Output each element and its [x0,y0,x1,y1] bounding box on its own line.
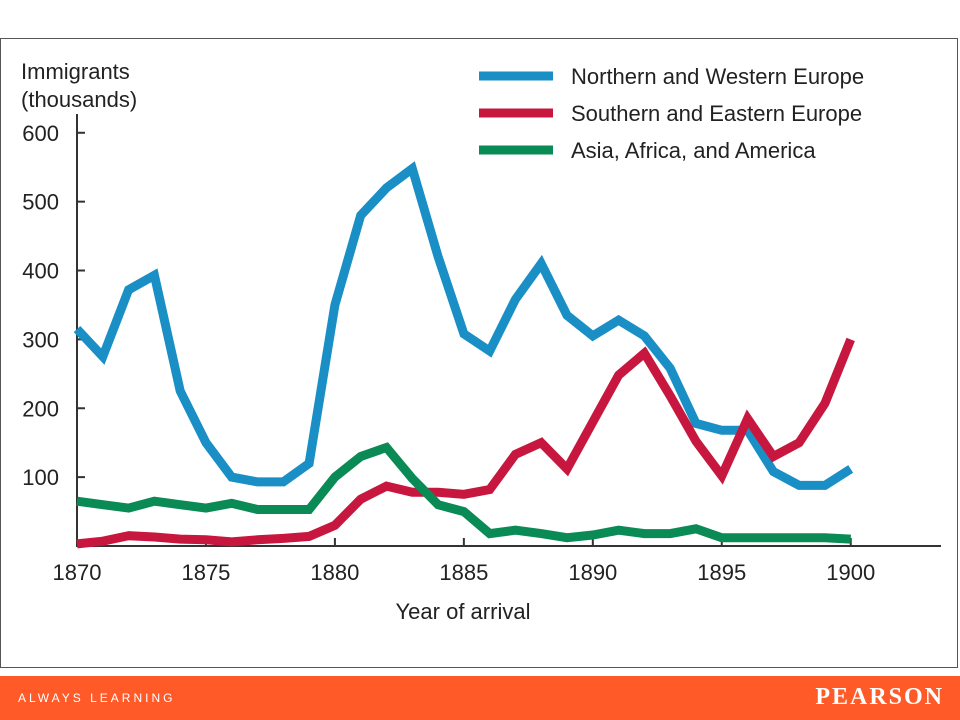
footer-bar: ALWAYS LEARNING PEARSON [0,676,960,720]
y-tick-label: 100 [22,465,59,490]
pearson-logo: PEARSON [815,684,944,710]
x-tick-label: 1895 [697,560,746,585]
legend: Northern and Western Europe Southern and … [479,64,864,163]
axis-layer: 100 200 300 400 500 600 1870 1875 1880 1885 1890 18… [22,114,941,585]
x-tick-label: 1875 [181,560,230,585]
x-tick-label: 1890 [568,560,617,585]
x-tick-label: 1870 [53,560,102,585]
chart-frame: 100 200 300 400 500 600 1870 1875 1880 1885 1890 18… [0,38,958,668]
x-tick-label: 1900 [826,560,875,585]
legend-label: Asia, Africa, and America [571,138,816,163]
legend-label: Southern and Eastern Europe [571,101,862,126]
x-tick-label: 1885 [439,560,488,585]
legend-label: Northern and Western Europe [571,64,864,89]
y-axis-title-line2: (thousands) [21,87,137,112]
y-tick-label: 400 [22,259,59,284]
y-axis-title-line1: Immigrants [21,59,130,84]
y-tick-label: 500 [22,190,59,215]
footer-tagline: ALWAYS LEARNING [18,691,176,705]
series-line-2 [76,337,855,549]
line-chart: 100 200 300 400 500 600 1870 1875 1880 1885 1890 18… [21,59,941,624]
x-tick-label: 1880 [310,560,359,585]
x-axis-title: Year of arrival [396,599,531,624]
y-tick-label: 200 [22,396,59,421]
series-line-3 [76,442,851,544]
series-line-1 [73,161,854,490]
y-tick-label: 600 [22,121,59,146]
series-layer [73,161,855,549]
y-tick-label: 300 [22,327,59,352]
